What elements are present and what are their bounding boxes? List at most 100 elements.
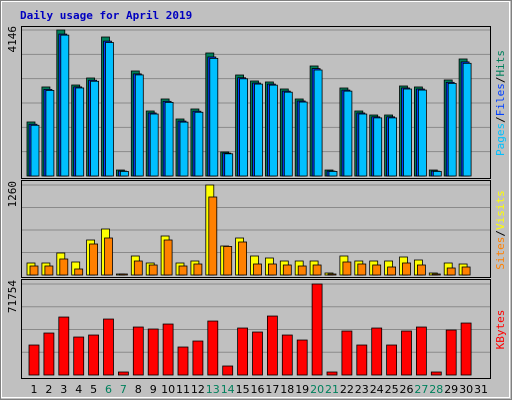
- legend: Pages/Files/Hits: [494, 50, 507, 156]
- bar: [268, 84, 278, 177]
- y-tick-label: 1260: [6, 181, 19, 208]
- legend: KBytes: [494, 310, 507, 350]
- bar: [73, 336, 85, 376]
- bar: [209, 57, 219, 177]
- x-tick-label: 26: [400, 383, 414, 396]
- bar: [432, 171, 442, 177]
- legend-entry: Files: [494, 83, 507, 116]
- bar: [58, 316, 70, 376]
- bar: [224, 153, 234, 177]
- bar: [103, 318, 114, 376]
- bar: [296, 339, 308, 376]
- bar: [311, 283, 323, 376]
- bar: [45, 90, 55, 177]
- bar: [239, 78, 249, 177]
- bar: [237, 327, 249, 376]
- x-tick-label: 15: [236, 383, 250, 396]
- bar: [313, 69, 323, 177]
- bar: [75, 87, 85, 177]
- legend-separator: /: [494, 116, 507, 123]
- bar: [297, 265, 307, 276]
- bar: [60, 34, 70, 177]
- x-tick-label: 10: [161, 383, 175, 396]
- bar: [403, 88, 412, 177]
- x-tick-label: 13: [206, 383, 220, 396]
- legend: Sites/Visits: [494, 190, 507, 270]
- x-tick-label: 28: [429, 383, 443, 396]
- x-tick-label: 18: [280, 383, 294, 396]
- bar: [430, 371, 442, 376]
- x-tick-label: 1: [31, 383, 38, 396]
- bar: [282, 264, 292, 276]
- bar: [298, 101, 308, 177]
- x-tick-label: 11: [176, 383, 190, 396]
- x-tick-label: 12: [191, 383, 205, 396]
- bar: [327, 273, 337, 276]
- bar: [178, 265, 188, 276]
- x-tick-label: 14: [221, 383, 235, 396]
- x-tick-label: 9: [150, 383, 157, 396]
- bar: [387, 266, 397, 276]
- bar: [162, 323, 174, 376]
- x-tick-label: 16: [251, 383, 265, 396]
- x-tick-label: 2: [45, 383, 52, 396]
- bar: [431, 273, 441, 276]
- legend-entry: Hits: [494, 50, 507, 77]
- bar: [267, 263, 277, 276]
- x-tick-label: 4: [75, 383, 82, 396]
- legend-separator: /: [494, 77, 507, 84]
- x-tick-label: 17: [265, 383, 279, 396]
- legend-entry: Pages: [494, 123, 507, 156]
- bar: [252, 331, 263, 376]
- bar: [194, 111, 204, 177]
- bar: [372, 264, 382, 276]
- bar: [163, 239, 173, 276]
- bar: [328, 171, 338, 177]
- legend-entry: Sites: [494, 237, 507, 270]
- legend-separator: /: [494, 230, 507, 237]
- bar: [133, 260, 143, 276]
- bar: [147, 328, 159, 376]
- bar: [30, 124, 40, 177]
- bar: [402, 262, 411, 276]
- bar: [356, 344, 368, 376]
- bar: [253, 263, 262, 276]
- bar: [119, 273, 128, 276]
- x-tick-label: 27: [414, 383, 428, 396]
- bar: [222, 365, 234, 376]
- x-tick-label: 20: [310, 383, 324, 396]
- bar: [192, 340, 204, 376]
- bar: [446, 267, 456, 276]
- bar: [417, 89, 427, 177]
- bar: [415, 326, 427, 376]
- legend-entry: Visits: [494, 190, 507, 230]
- x-tick-label: 31: [474, 383, 488, 396]
- bar: [343, 90, 353, 177]
- bar: [132, 326, 144, 376]
- x-tick-label: 21: [325, 383, 339, 396]
- chart-title: Daily usage for April 2019: [20, 9, 192, 22]
- legend-entry: KBytes: [494, 310, 507, 350]
- bar: [254, 83, 263, 177]
- x-tick-label: 30: [459, 383, 473, 396]
- bar: [373, 117, 383, 177]
- bar: [461, 266, 471, 276]
- x-tick-label: 8: [135, 383, 142, 396]
- bar: [104, 237, 113, 276]
- bar: [89, 243, 98, 276]
- x-tick-label: 29: [444, 383, 458, 396]
- x-tick-label: 24: [370, 383, 384, 396]
- bar: [90, 80, 99, 177]
- bar: [281, 334, 293, 376]
- bar: [208, 196, 218, 276]
- bar: [238, 241, 248, 276]
- bar: [447, 82, 457, 177]
- x-tick-label: 7: [120, 383, 127, 396]
- bar: [164, 102, 174, 177]
- bar: [29, 265, 39, 276]
- bar: [149, 113, 159, 177]
- bar: [207, 320, 219, 376]
- bar: [120, 171, 129, 177]
- bar: [341, 330, 353, 376]
